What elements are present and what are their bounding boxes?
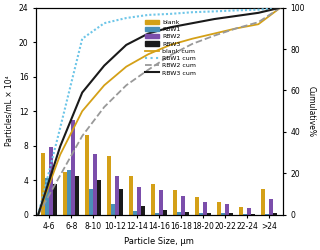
Bar	[196, 198, 199, 215]
Bar	[75, 176, 79, 215]
Y-axis label: Particles/mL × 10⁴: Particles/mL × 10⁴	[4, 76, 13, 146]
Bar	[199, 213, 203, 215]
Bar	[207, 213, 211, 215]
Bar	[129, 176, 133, 215]
Bar	[251, 214, 255, 215]
Bar	[273, 213, 277, 215]
Bar	[93, 154, 97, 215]
Bar	[151, 184, 155, 215]
Bar	[41, 152, 45, 215]
Bar	[49, 147, 53, 215]
Bar	[203, 202, 207, 215]
Bar	[269, 199, 273, 215]
Bar	[119, 189, 123, 215]
Bar	[89, 189, 93, 215]
Bar	[247, 208, 251, 215]
Bar	[217, 202, 221, 215]
Bar	[221, 213, 225, 215]
Bar	[137, 187, 141, 215]
Bar	[71, 120, 75, 215]
Bar	[244, 214, 247, 215]
Bar	[155, 213, 159, 215]
X-axis label: Particle Size, μm: Particle Size, μm	[124, 237, 194, 246]
Bar	[133, 211, 137, 215]
Bar	[115, 176, 119, 215]
Bar	[85, 135, 89, 215]
Bar	[63, 172, 67, 215]
Bar	[239, 207, 244, 215]
Bar	[163, 210, 167, 215]
Bar	[111, 204, 115, 215]
Bar	[159, 190, 163, 215]
Bar	[229, 213, 233, 215]
Bar	[45, 178, 49, 215]
Bar	[265, 214, 269, 215]
Bar	[67, 170, 71, 215]
Bar	[261, 189, 265, 215]
Bar	[141, 206, 145, 215]
Y-axis label: Cumulative%: Cumulative%	[307, 86, 316, 137]
Bar	[225, 204, 229, 215]
Bar	[107, 156, 111, 215]
Bar	[53, 184, 57, 215]
Bar	[97, 180, 101, 215]
Bar	[173, 190, 177, 215]
Bar	[177, 212, 181, 215]
Legend: blank, RBW1, RBW2, RBW3, blank cum, RBW1 cum, RBW2 cum, RBW3 cum: blank, RBW1, RBW2, RBW3, blank cum, RBW1…	[143, 17, 198, 78]
Bar	[181, 196, 185, 215]
Bar	[185, 212, 189, 215]
